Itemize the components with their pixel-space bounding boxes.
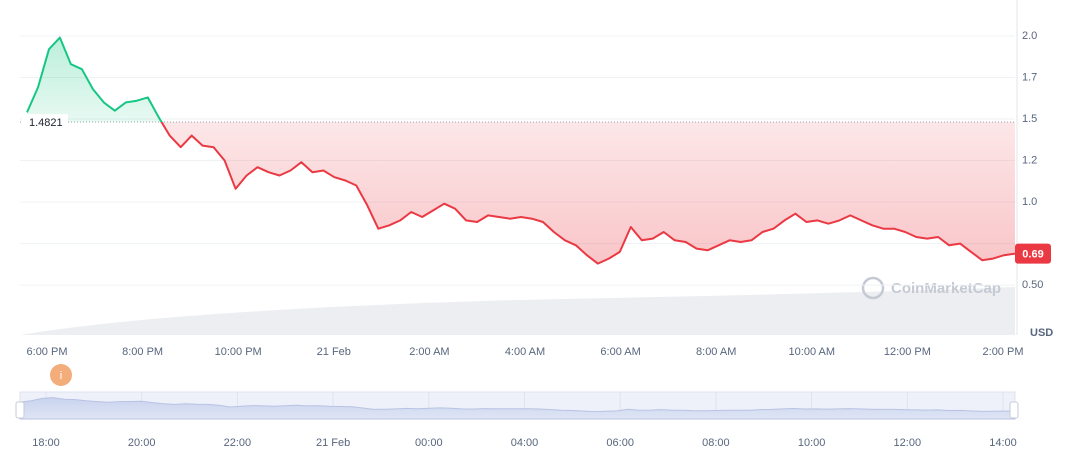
x-tick-label: 8:00 PM	[122, 346, 163, 358]
navigator-handle-right[interactable]	[1009, 401, 1019, 419]
y-tick-label: 1.5	[1022, 113, 1037, 125]
unit-label: USD	[1030, 327, 1053, 339]
x-tick-label: 8:00 AM	[696, 346, 736, 358]
navigator-tick-label: 06:00	[606, 437, 634, 449]
price-area	[27, 37, 1015, 264]
x-tick-label: 10:00 AM	[789, 346, 835, 358]
event-marker-label[interactable]: i	[60, 370, 62, 382]
x-tick-label: 21 Feb	[317, 346, 351, 358]
last-value-box	[1015, 243, 1051, 264]
watermark: CoinMarketCap	[861, 276, 1001, 300]
baseline-label: 1.4821	[29, 117, 63, 129]
navigator-tick-label: 10:00	[798, 437, 826, 449]
y-tick-label: 1.0	[1022, 196, 1037, 208]
watermark-logo	[861, 276, 885, 300]
y-tick-label: 1.2	[1022, 154, 1037, 166]
baseline-label-box	[22, 113, 68, 131]
y-tick-label: 0.50	[1022, 279, 1043, 291]
x-tick-label: 6:00 PM	[27, 346, 68, 358]
navigator-tick-label: 18:00	[32, 437, 60, 449]
y-tick-label: 2.0	[1022, 30, 1037, 42]
price-line	[26, 36, 1016, 265]
y-tick-label: 1.7	[1022, 71, 1037, 83]
navigator-tick-label: 21 Feb	[316, 437, 350, 449]
x-tick-label: 10:00 PM	[215, 346, 262, 358]
navigator-tick-label: 14:00	[989, 437, 1017, 449]
watermark-text: CoinMarketCap	[891, 280, 1001, 297]
x-tick-label: 2:00 AM	[409, 346, 449, 358]
event-marker[interactable]	[50, 364, 72, 386]
x-tick-label: 12:00 PM	[884, 346, 931, 358]
x-tick-label: 2:00 PM	[983, 346, 1024, 358]
navigator-tick-label: 00:00	[415, 437, 443, 449]
last-value-label: 0.69	[1022, 248, 1043, 260]
x-tick-label: 6:00 AM	[600, 346, 640, 358]
navigator-tick-label: 22:00	[224, 437, 252, 449]
navigator-handle-left[interactable]	[15, 401, 25, 419]
navigator-tick-label: 08:00	[702, 437, 730, 449]
navigator-tick-label: 04:00	[511, 437, 539, 449]
navigator-area	[19, 397, 1016, 420]
navigator-tick-label: 20:00	[128, 437, 156, 449]
x-tick-label: 4:00 AM	[505, 346, 545, 358]
navigator-tick-label: 12:00	[894, 437, 922, 449]
volume-area	[20, 287, 1015, 335]
